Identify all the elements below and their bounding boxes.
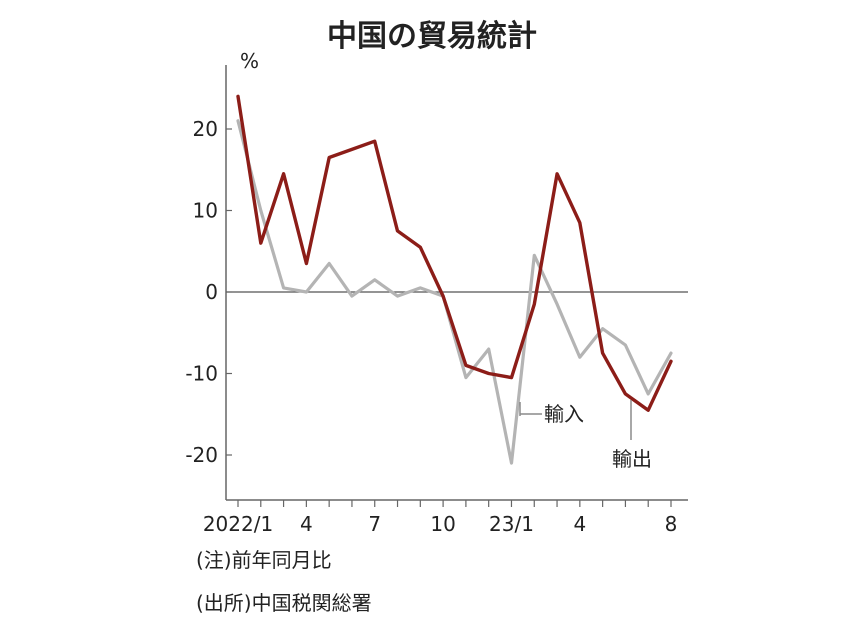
- plot-area: -20 -10 0 10 20 2022/1 4 7 10 23/1 4 8 輸入 輸出: [185, 65, 688, 536]
- x-ticks: 2022/1 4 7 10 23/1 4 8: [203, 500, 678, 536]
- series-label-export: 輸出: [612, 447, 652, 471]
- export-series-line: [236, 94, 673, 412]
- y-ticks: -20 -10 0 10 20: [185, 117, 232, 467]
- chart-title: 中国の貿易統計: [327, 19, 537, 54]
- y-tick-label: -10: [185, 362, 218, 386]
- footnote-source: (出所)中国税関総署: [196, 591, 372, 615]
- x-tick-label: 7: [368, 512, 381, 536]
- x-tick-label: 4: [300, 512, 313, 536]
- series-layer: [236, 94, 673, 465]
- x-tick-label: 23/1: [489, 512, 534, 536]
- footnote-note: (注)前年同月比: [196, 548, 332, 572]
- y-tick-label: 20: [193, 117, 218, 141]
- series-label-import: 輸入: [544, 402, 584, 426]
- y-tick-label: -20: [185, 443, 218, 467]
- y-tick-label: 0: [205, 280, 218, 304]
- x-tick-label: 8: [665, 512, 678, 536]
- y-axis-unit: %: [240, 49, 259, 73]
- y-tick-label: 10: [193, 199, 218, 223]
- annotation-layer: 輸入 輸出: [519, 400, 652, 471]
- x-tick-label: 10: [430, 512, 455, 536]
- x-tick-label: 4: [573, 512, 586, 536]
- x-tick-label: 2022/1: [203, 512, 273, 536]
